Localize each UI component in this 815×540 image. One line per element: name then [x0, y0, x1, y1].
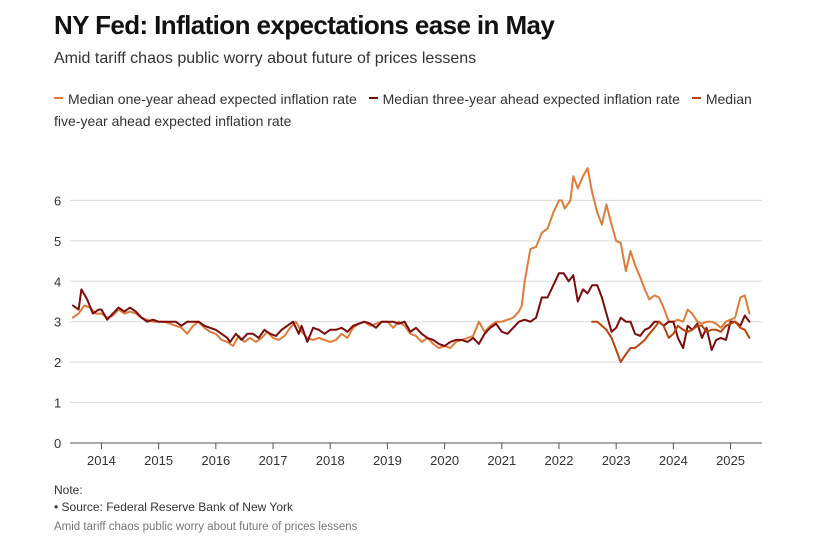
x-tick-label: 2018 [316, 453, 345, 468]
x-tick-label: 2020 [430, 453, 459, 468]
y-tick-label: 5 [54, 234, 61, 249]
legend-item-five-year[interactable]: Median five-year ahead expected inflatio… [54, 91, 752, 129]
x-tick-label: 2022 [545, 453, 574, 468]
x-tick-label: 2014 [87, 453, 116, 468]
x-tick-label: 2024 [659, 453, 688, 468]
chart-title: NY Fed: Inflation expectations ease in M… [54, 10, 555, 40]
legend: Median one-year ahead expected inflation… [54, 88, 769, 132]
legend-swatch-one-year [54, 97, 63, 100]
x-tick-label: 2017 [259, 453, 288, 468]
y-tick-label: 3 [54, 315, 61, 330]
x-axis-ticks: 2014 2015 2016 2017 2018 2019 2020 2021 2022 2023… [87, 443, 745, 468]
y-tick-label: 6 [54, 193, 61, 208]
legend-label-five-year: Median five-year ahead expected inflatio… [54, 91, 752, 129]
y-tick-label: 4 [54, 274, 61, 289]
series-line-3[interactable] [591, 320, 751, 364]
x-tick-label: 2021 [487, 453, 516, 468]
footer-caption: Amid tariff chaos public worry about fut… [54, 521, 358, 533]
chart-subtitle: Amid tariff chaos public worry about fut… [54, 50, 477, 67]
x-tick-label: 2023 [602, 453, 631, 468]
series-line-2[interactable] [71, 272, 751, 351]
legend-swatch-three-year [368, 97, 378, 100]
y-tick-label: 2 [54, 355, 61, 370]
x-tick-label: 2019 [373, 453, 402, 468]
footer-note: Note: [54, 483, 83, 497]
legend-label-three-year: Median three-year ahead expected inflati… [382, 91, 680, 107]
x-tick-label: 2016 [201, 453, 230, 468]
series-layer [71, 167, 751, 364]
grid-layer [70, 199, 762, 444]
legend-item-one-year[interactable]: Median one-year ahead expected inflation… [54, 91, 369, 107]
series-line-1[interactable] [71, 167, 751, 349]
x-tick-label: 2025 [716, 453, 745, 468]
x-tick-label: 2015 [144, 453, 173, 468]
legend-item-three-year[interactable]: Median three-year ahead expected inflati… [368, 91, 692, 107]
y-tick-label: 0 [54, 436, 61, 451]
y-axis-ticks: 0 1 2 3 4 5 6 [54, 193, 61, 451]
footer-source: • Source: Federal Reserve Bank of New Yo… [54, 500, 293, 514]
y-tick-label: 1 [54, 396, 61, 411]
legend-label-one-year: Median one-year ahead expected inflation… [68, 91, 357, 107]
legend-swatch-five-year [691, 97, 701, 100]
